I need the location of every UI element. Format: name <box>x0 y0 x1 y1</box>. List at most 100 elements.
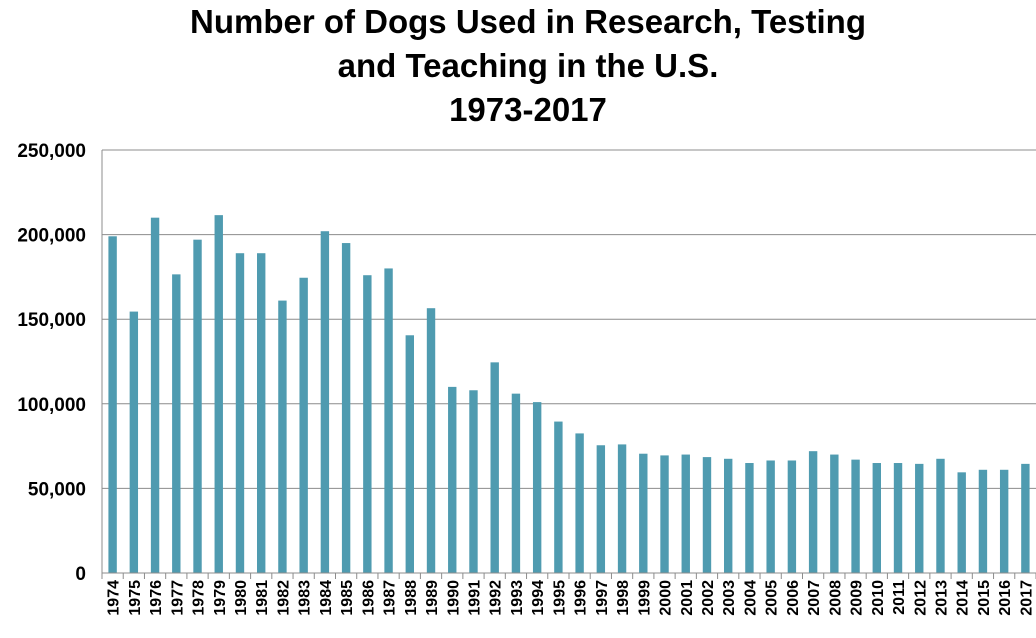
x-tick-label: 1983 <box>297 580 314 616</box>
bar <box>448 386 457 573</box>
y-tick-label: 250,000 <box>17 141 86 162</box>
x-tick-label: 2013 <box>933 580 950 616</box>
bar <box>936 458 945 573</box>
bar <box>172 274 181 573</box>
x-tick-label: 1998 <box>615 580 632 616</box>
chart-title-line-1: Number of Dogs Used in Research, Testing <box>189 3 867 40</box>
bar <box>426 308 436 573</box>
x-tick-label: 1994 <box>530 580 547 616</box>
bar <box>617 444 627 573</box>
x-tick-label: 2017 <box>1018 580 1035 616</box>
bar <box>787 460 797 573</box>
x-tick-label: 1980 <box>233 580 250 616</box>
x-tick-label: 1978 <box>191 580 208 616</box>
x-tick-label: 1991 <box>466 580 483 616</box>
x-tick-label: 1986 <box>360 580 377 616</box>
x-tick-label: 1985 <box>339 580 356 616</box>
x-tick-label: 1990 <box>445 580 462 616</box>
bar <box>872 463 881 573</box>
x-tick-label: 2006 <box>785 580 802 616</box>
bar <box>214 215 223 573</box>
bar <box>851 459 860 573</box>
bar <box>915 463 924 573</box>
y-tick-label: 150,000 <box>17 310 86 331</box>
axes <box>101 150 1036 579</box>
bar <box>129 311 139 573</box>
x-tick-label: 1974 <box>106 580 123 616</box>
x-tick-label: 1997 <box>594 580 611 616</box>
bars <box>108 215 1030 574</box>
bar <box>278 300 287 573</box>
bar <box>596 445 606 573</box>
bar <box>108 236 117 574</box>
x-tick-label: 1976 <box>148 580 165 616</box>
bar <box>660 455 669 573</box>
y-tick-label: 0 <box>75 564 86 585</box>
x-tick-label: 2003 <box>721 580 738 616</box>
x-tick-label: 2015 <box>976 580 993 616</box>
y-tick-label: 100,000 <box>17 395 86 416</box>
x-tick-label: 1989 <box>424 580 441 616</box>
bar <box>1021 463 1030 573</box>
x-tick-label: 2000 <box>658 580 675 616</box>
x-tick-label: 1981 <box>254 580 271 616</box>
bar <box>320 231 330 573</box>
bar <box>639 453 648 573</box>
x-tick-label: 1992 <box>488 580 505 616</box>
x-tick-label: 1996 <box>573 580 590 616</box>
x-tick-label: 1999 <box>636 580 653 616</box>
bar <box>150 217 160 573</box>
bar <box>235 253 245 573</box>
bar <box>681 454 690 573</box>
x-tick-label: 2014 <box>955 580 972 616</box>
x-tick-label: 1975 <box>127 580 144 616</box>
bar <box>830 454 839 573</box>
x-tick-label: 2016 <box>997 580 1014 616</box>
x-tick-label: 2001 <box>679 580 696 616</box>
chart-title-line-3: 1973-2017 <box>449 91 607 128</box>
bar <box>490 362 499 573</box>
bar <box>511 393 521 573</box>
bar <box>957 472 966 573</box>
bar <box>384 268 393 573</box>
bar <box>745 463 754 573</box>
bar <box>575 433 584 573</box>
y-tick-label: 50,000 <box>28 479 86 500</box>
bar <box>978 469 988 573</box>
x-tick-label: 1988 <box>403 580 420 616</box>
bar <box>893 463 903 573</box>
x-tick-label: 2009 <box>849 580 866 616</box>
bar <box>554 421 563 573</box>
bar <box>808 451 818 573</box>
chart-title: Number of Dogs Used in Research, Testing… <box>0 0 1036 132</box>
chart-title-line-2: and Teaching in the U.S. <box>337 47 719 84</box>
bar <box>724 458 733 573</box>
x-tick-label: 2007 <box>806 580 823 616</box>
x-tick-label: 1984 <box>318 580 335 616</box>
x-tick-label: 1979 <box>212 580 229 616</box>
x-tick-label: 2004 <box>742 580 759 616</box>
bar <box>341 243 351 573</box>
x-tick-label: 2008 <box>827 580 844 616</box>
y-axis-tick-labels: 0 50,000 100,000 150,000 200,000 250,000 <box>17 141 86 585</box>
x-tick-label: 1995 <box>551 580 568 616</box>
x-tick-label: 1982 <box>275 580 292 616</box>
bar <box>766 460 775 573</box>
bar <box>193 239 202 573</box>
bar <box>363 275 372 573</box>
x-axis-tick-labels: 1974 1975 1976 1977 1978 1979 1980 1981 1982 1983… <box>106 580 1036 616</box>
x-tick-label: 2005 <box>764 580 781 616</box>
x-tick-label: 1993 <box>509 580 526 616</box>
x-tick-label: 1987 <box>382 580 399 616</box>
bar <box>532 402 542 573</box>
bar <box>702 457 712 573</box>
bar <box>299 277 308 573</box>
bar <box>999 469 1009 573</box>
bar <box>257 253 266 573</box>
x-tick-label: 2012 <box>912 580 929 616</box>
x-tick-label: 2011 <box>891 580 908 615</box>
x-tick-label: 1977 <box>169 580 186 616</box>
y-tick-label: 200,000 <box>17 226 86 247</box>
bar <box>405 335 414 573</box>
